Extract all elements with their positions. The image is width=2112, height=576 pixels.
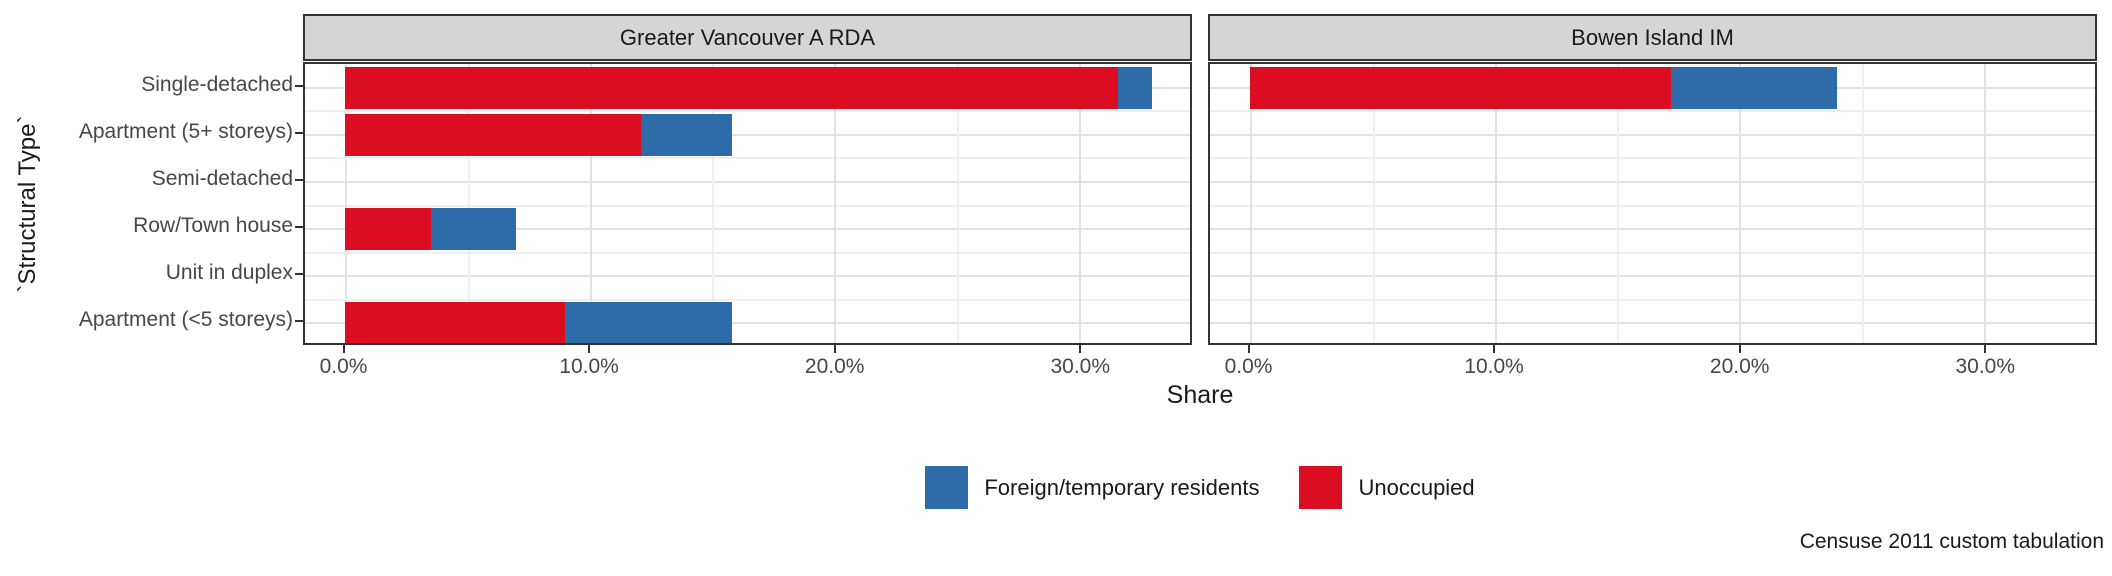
gridline-vertical-minor: [467, 64, 470, 343]
y-axis-label: Single-detached: [141, 72, 293, 96]
legend: Foreign/temporary residents Unoccupied: [303, 466, 2097, 509]
y-axis-label: Row/Town house: [133, 214, 293, 238]
x-axis-tick-mark: [342, 345, 345, 353]
gridline-vertical-minor: [956, 64, 959, 343]
legend-key-swatch: [1299, 466, 1343, 509]
legend-item: Foreign/temporary residents: [925, 466, 1259, 509]
gridline-horizontal-major: [305, 228, 1190, 231]
legend-label: Foreign/temporary residents: [984, 474, 1260, 500]
caption: Censuse 2011 custom tabulation: [1799, 530, 2104, 553]
gridline-horizontal-minor: [305, 251, 1190, 254]
gridline-vertical-major: [589, 64, 592, 343]
bar-segment-foreign-temporary-residents: [1117, 66, 1153, 109]
y-axis-label: Apartment (<5 storeys): [78, 308, 293, 332]
gridline-horizontal-minor: [1210, 204, 2095, 207]
gridline-horizontal-minor: [305, 298, 1190, 301]
gridline-vertical-major: [1983, 64, 1986, 343]
bar-segment-foreign-temporary-residents: [430, 208, 517, 251]
legend-label: Unoccupied: [1358, 474, 1475, 500]
gridline-vertical-major: [1250, 64, 1253, 343]
gridline-horizontal-major: [1210, 275, 2095, 278]
bar-segment-unoccupied: [345, 66, 1118, 109]
bar-segment-unoccupied: [1250, 66, 1671, 109]
x-axis-tick-label: 30.0%: [1955, 355, 2016, 378]
x-axis-tick-label: 0.0%: [319, 355, 368, 378]
gridline-horizontal-minor: [305, 204, 1190, 207]
facet-strip-title: Greater Vancouver A RDA: [619, 24, 876, 50]
x-axis-tick-mark: [1493, 345, 1496, 353]
gridline-horizontal-minor: [305, 110, 1190, 113]
gridline-horizontal-minor: [305, 157, 1190, 160]
gridline-vertical-major: [1494, 64, 1497, 343]
gridline-horizontal-major: [1210, 322, 2095, 325]
gridline-vertical-minor: [1372, 64, 1375, 343]
gridline-horizontal-major: [1210, 180, 2095, 183]
y-axis-label: Semi-detached: [151, 166, 293, 190]
y-axis-label: Unit in duplex: [165, 261, 293, 285]
x-axis-tick-label: 10.0%: [1464, 355, 1524, 378]
x-axis-tick-mark: [1984, 345, 1987, 353]
y-axis-tick-mark: [295, 131, 303, 134]
gridline-vertical-minor: [1617, 64, 1620, 343]
x-axis-tick-mark: [1247, 345, 1250, 353]
gridline-horizontal-major: [1210, 228, 2095, 231]
bar-segment-foreign-temporary-residents: [565, 302, 732, 343]
gridline-horizontal-minor: [1210, 157, 2095, 160]
y-axis-tick-mark: [295, 178, 303, 181]
x-axis-tick-label: 20.0%: [804, 355, 865, 378]
gridline-horizontal-minor: [1210, 251, 2095, 254]
gridline-vertical-minor: [712, 64, 715, 343]
gridline-horizontal-minor: [1210, 298, 2095, 301]
gridline-vertical-major: [1078, 64, 1081, 343]
x-axis-tick-mark: [588, 345, 591, 353]
plot-panel: [1208, 62, 2097, 345]
bar-segment-unoccupied: [345, 208, 431, 251]
y-axis-label: Apartment (5+ storeys): [78, 119, 293, 143]
x-axis-tick-mark: [1738, 345, 1741, 353]
facet-strip-title: Bowen Island IM: [1571, 24, 1734, 50]
gridline-vertical-minor: [1861, 64, 1864, 343]
x-axis-tick-label: 20.0%: [1709, 355, 1770, 378]
bar-segment-unoccupied: [345, 113, 642, 156]
x-axis-tick-label: 10.0%: [559, 355, 619, 378]
x-axis-title: Share: [1166, 381, 1234, 409]
gridline-horizontal-major: [305, 133, 1190, 136]
y-axis-tick-mark: [295, 273, 303, 276]
facet-strip: Bowen Island IM: [1208, 14, 2097, 61]
bar-segment-foreign-temporary-residents: [641, 113, 732, 156]
x-axis-tick-label: 0.0%: [1224, 355, 1273, 378]
x-axis-tick-mark: [833, 345, 836, 353]
y-axis-tick-mark: [295, 320, 303, 323]
gridline-horizontal-major: [1210, 133, 2095, 136]
gridline-vertical-major: [345, 64, 348, 343]
x-axis-tick-label: 30.0%: [1050, 355, 1111, 378]
y-axis-tick-mark: [295, 226, 303, 229]
gridline-horizontal-major: [305, 180, 1190, 183]
gridline-horizontal-major: [305, 275, 1190, 278]
gridline-vertical-major: [834, 64, 837, 343]
bar-segment-foreign-temporary-residents: [1670, 66, 1838, 109]
legend-key-swatch: [925, 466, 969, 509]
plot-panel: [303, 62, 1192, 345]
facet-strip: Greater Vancouver A RDA: [303, 14, 1192, 61]
bar-segment-unoccupied: [345, 302, 566, 343]
gridline-horizontal-minor: [1210, 110, 2095, 113]
gridline-horizontal-major: [305, 322, 1190, 325]
x-axis-tick-mark: [1079, 345, 1082, 353]
legend-item: Unoccupied: [1299, 466, 1475, 509]
y-axis-tick-mark: [295, 84, 303, 87]
gridline-vertical-major: [1739, 64, 1742, 343]
